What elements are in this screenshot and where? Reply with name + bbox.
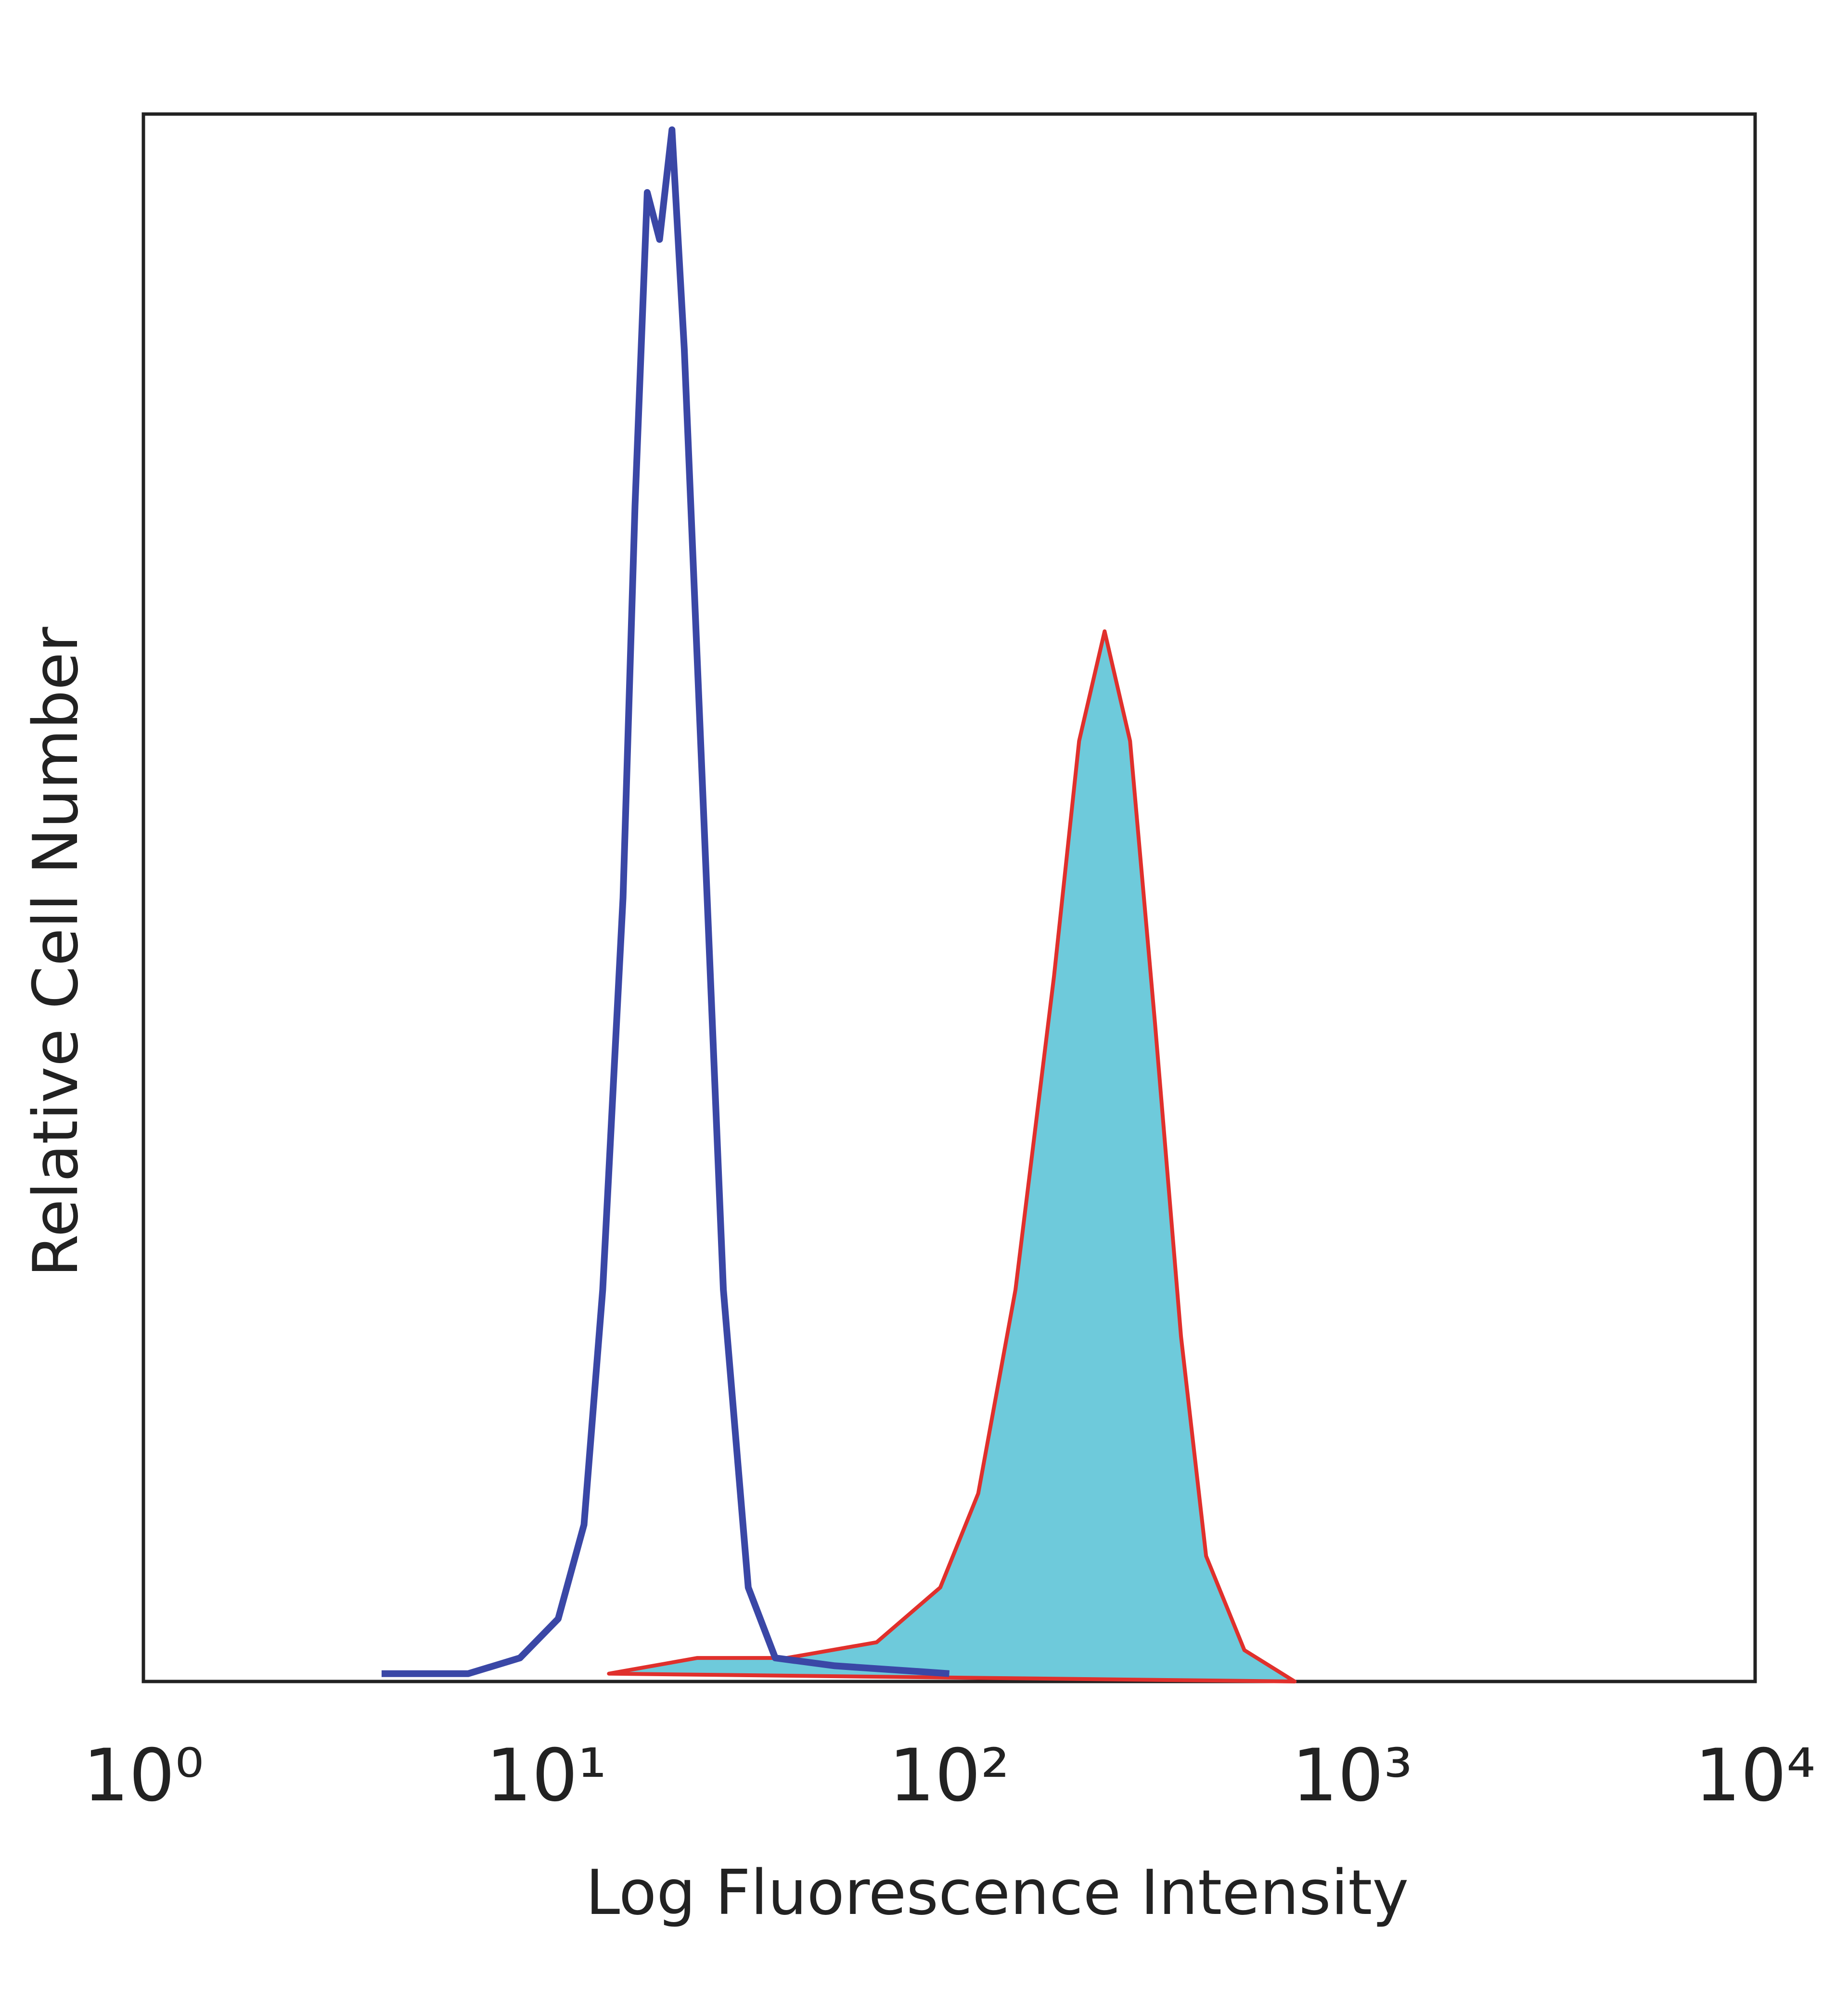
histogram-curve bbox=[607, 629, 1297, 1683]
x-tick-label: 10⁰ bbox=[83, 1734, 204, 1818]
y-axis-title: Relative Cell Number bbox=[20, 627, 92, 1277]
x-tick-label: 10⁴ bbox=[1694, 1734, 1815, 1818]
x-tick-label: 10¹ bbox=[486, 1734, 607, 1818]
x-tick-label: 10² bbox=[889, 1734, 1010, 1818]
plot-frame bbox=[141, 112, 1757, 1683]
x-axis-title: Log Fluorescence Intensity bbox=[586, 1857, 1409, 1929]
histogram-curve bbox=[381, 126, 950, 1677]
x-tick-label: 10³ bbox=[1292, 1734, 1412, 1818]
